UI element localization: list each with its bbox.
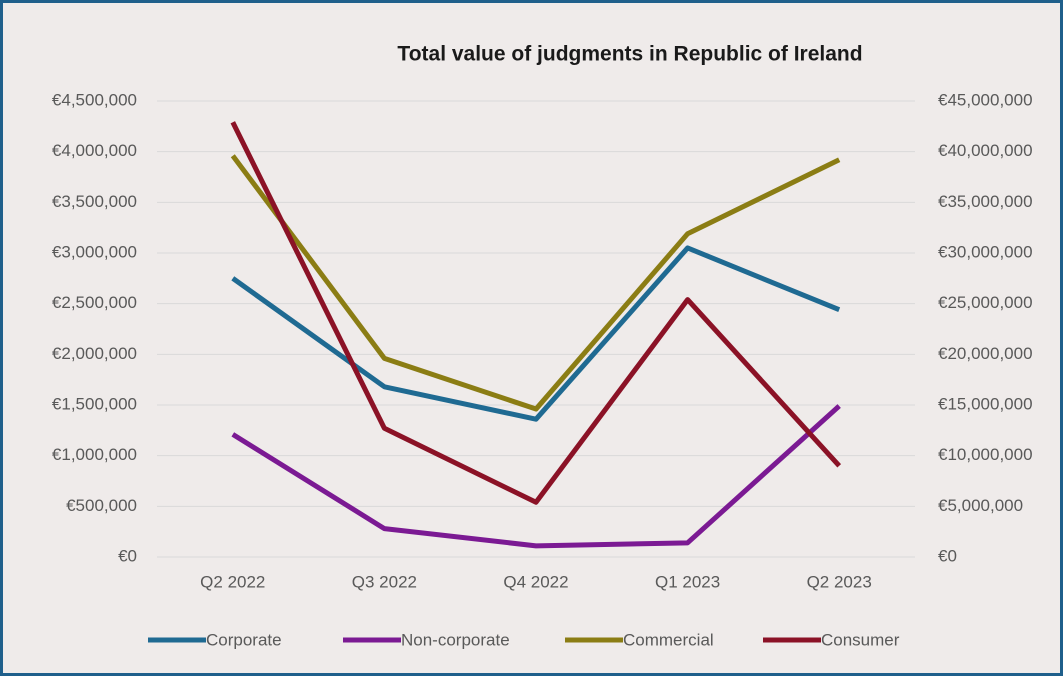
series-line [231,245,841,422]
legend-label: Corporate [206,630,282,649]
y-tick-label: €3,500,000 [52,192,137,211]
y-tick-label: €1,000,000 [52,445,137,464]
x-tick-label: Q1 2023 [655,572,720,591]
y-tick-label: €2,500,000 [52,293,137,312]
x-tick-label: Q2 2023 [807,572,872,591]
y2-tick-label: €40,000,000 [938,141,1033,160]
y-tick-label: €4,000,000 [52,141,137,160]
chart-title: Total value of judgments in Republic of … [397,43,862,66]
x-tick-label: Q2 2022 [200,572,265,591]
series-line [230,121,842,505]
y2-tick-label: €5,000,000 [938,496,1023,515]
y-tick-label: €2,000,000 [52,344,137,363]
y2-tick-label: €30,000,000 [938,242,1033,261]
series-line [231,404,841,549]
y2-tick-label: €35,000,000 [938,192,1033,211]
series-line [230,154,841,412]
y2-tick-label: €25,000,000 [938,293,1033,312]
legend-label: Commercial [623,630,714,649]
y-tick-label: €0 [118,546,137,565]
legend-label: Consumer [821,630,900,649]
y-tick-label: €4,500,000 [52,90,137,109]
y-tick-label: €500,000 [66,496,137,515]
x-tick-label: Q4 2022 [503,572,568,591]
y-tick-label: €1,500,000 [52,394,137,413]
x-tick-label: Q3 2022 [352,572,417,591]
y2-tick-label: €20,000,000 [938,344,1033,363]
legend-label: Non-corporate [401,630,510,649]
y2-tick-label: €45,000,000 [938,90,1033,109]
y2-tick-label: €0 [938,546,957,565]
y2-tick-label: €10,000,000 [938,445,1033,464]
y2-tick-label: €15,000,000 [938,394,1033,413]
y-tick-label: €3,000,000 [52,242,137,261]
